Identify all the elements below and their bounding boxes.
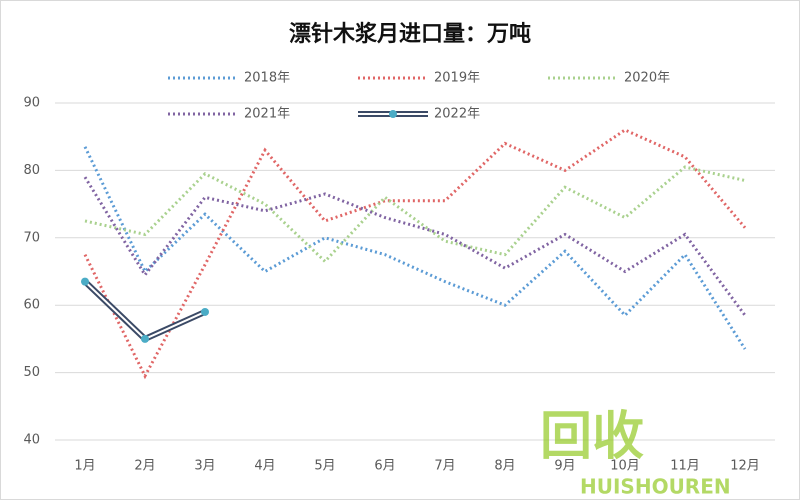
x-tick-label: 11月: [670, 459, 700, 474]
legend-label: 2020年: [624, 71, 670, 86]
legend-label: 2018年: [244, 71, 290, 86]
watermark-text: HUISHOUREN: [580, 475, 731, 499]
x-tick-label: 6月: [374, 459, 395, 474]
point-marker: [201, 307, 209, 316]
series-line: [83, 128, 747, 380]
point-marker: [81, 277, 89, 286]
x-tick-label: 4月: [254, 459, 275, 474]
series-line: [84, 165, 746, 264]
x-tick-label: 5月: [314, 459, 335, 474]
y-tick-label: 70: [23, 230, 40, 245]
chart-title: 漂针木浆月进口量：万吨: [289, 21, 531, 47]
x-tick-label: 7月: [434, 459, 455, 474]
y-tick-label: 80: [23, 163, 40, 178]
x-tick-label: 12月: [730, 459, 760, 474]
watermark-logo: 回收: [540, 407, 644, 467]
legend-marker: [389, 110, 397, 118]
y-tick-label: 50: [23, 365, 40, 380]
x-tick-label: 10月: [610, 459, 640, 474]
x-tick-label: 3月: [194, 459, 215, 474]
legend-label: 2022年: [434, 107, 480, 122]
point-marker: [141, 334, 149, 343]
plot: 40 50 60 70 80 90 1月 2月 3月 4月 5月 6月 7月 8月 9月 10月 11月 12月 2…: [23, 71, 775, 474]
x-tick-label: 2月: [134, 459, 155, 474]
series-line: [83, 176, 747, 317]
x-tick-label: 8月: [494, 459, 515, 474]
y-tick-label: 60: [23, 298, 40, 313]
y-tick-label: 40: [23, 433, 40, 448]
y-tick-label: 90: [23, 96, 40, 111]
x-tick-label: 1月: [74, 459, 95, 474]
legend-label: 2021年: [244, 107, 290, 122]
legend-label: 2019年: [434, 71, 480, 86]
x-tick-label: 9月: [554, 459, 575, 474]
